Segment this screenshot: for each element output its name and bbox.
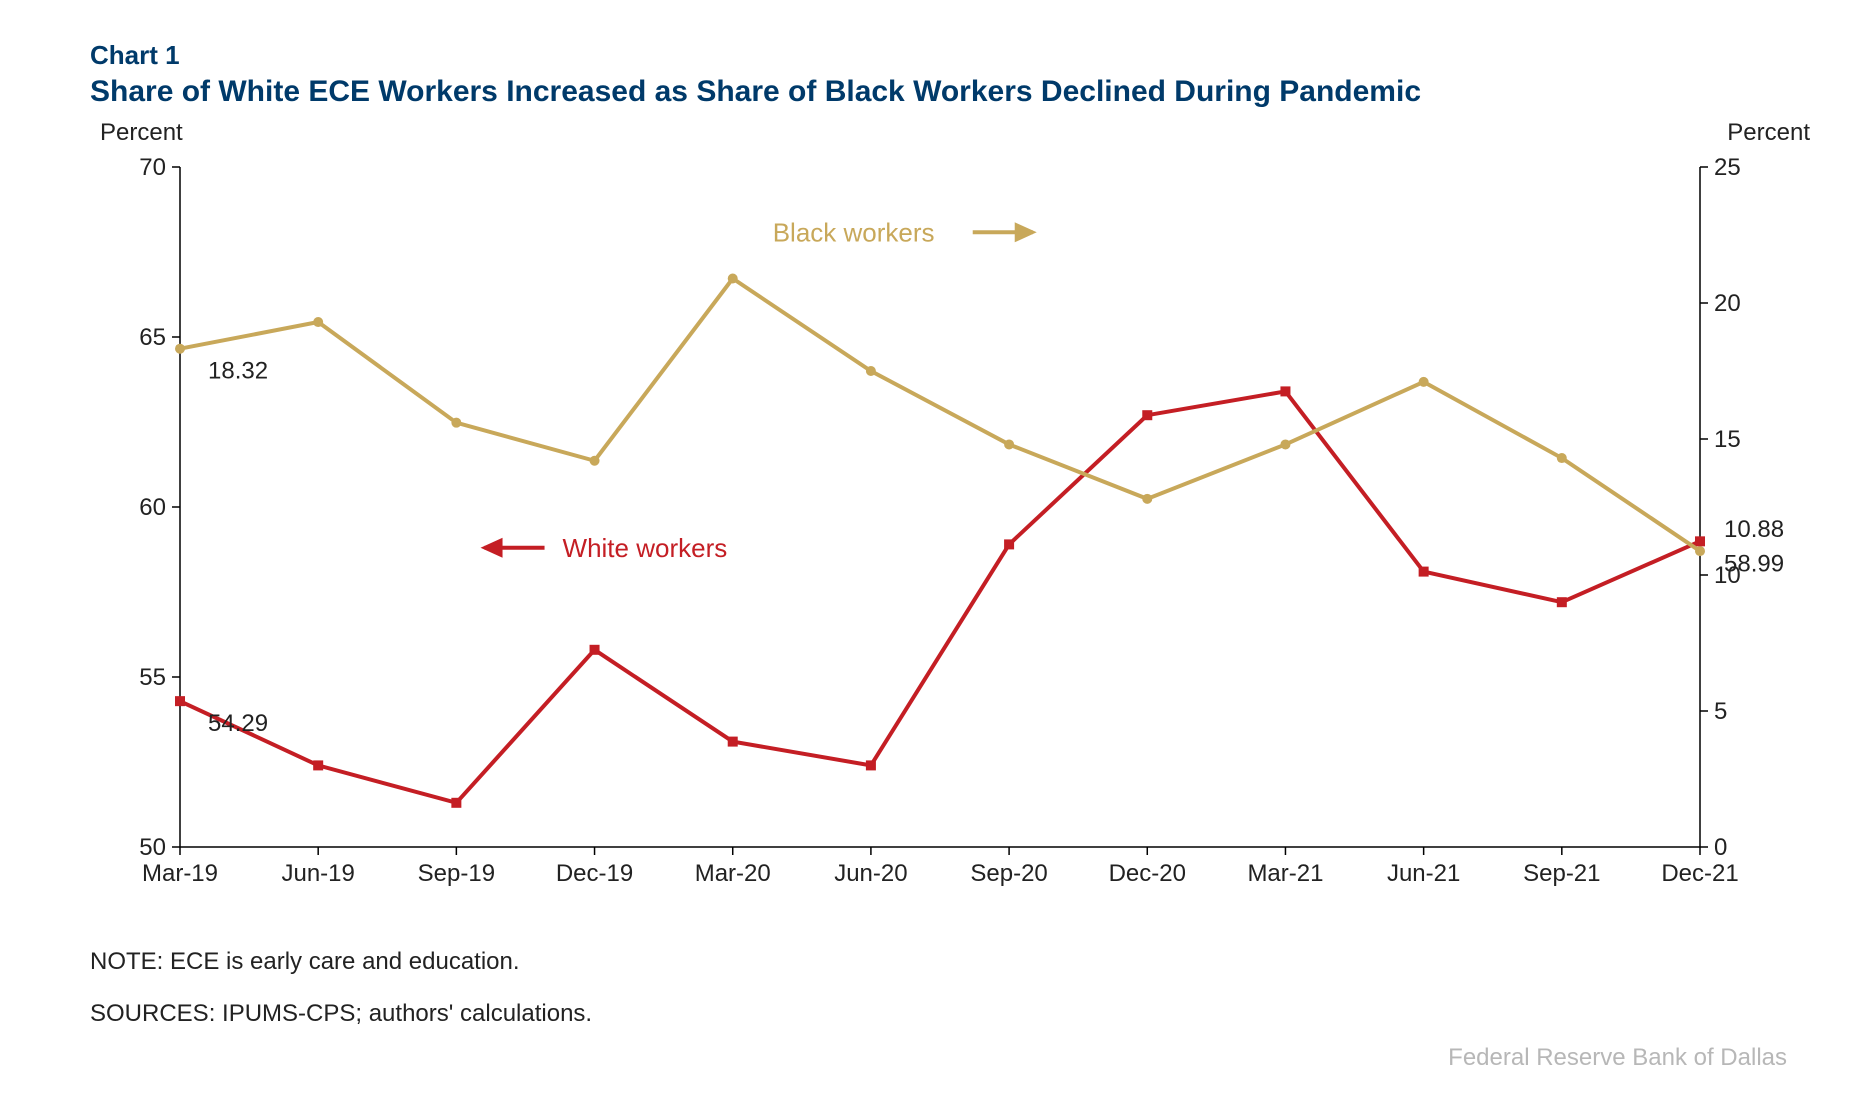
- svg-text:0: 0: [1714, 834, 1727, 861]
- svg-text:54.29: 54.29: [208, 710, 268, 737]
- svg-text:Sep-20: Sep-20: [970, 860, 1047, 887]
- svg-text:25: 25: [1714, 154, 1741, 181]
- svg-text:55: 55: [139, 664, 166, 691]
- svg-text:70: 70: [139, 154, 166, 181]
- svg-text:10.88: 10.88: [1724, 516, 1784, 543]
- svg-text:65: 65: [139, 324, 166, 351]
- chart-id: Chart 1: [90, 40, 1797, 71]
- svg-text:18.32: 18.32: [208, 358, 268, 385]
- svg-text:Mar-20: Mar-20: [695, 860, 771, 887]
- chart-title: Share of White ECE Workers Increased as …: [90, 75, 1797, 109]
- svg-text:Mar-21: Mar-21: [1247, 860, 1323, 887]
- svg-text:60: 60: [139, 494, 166, 521]
- svg-text:Dec-19: Dec-19: [556, 860, 633, 887]
- svg-text:5: 5: [1714, 698, 1727, 725]
- chart-sources: SOURCES: IPUMS-CPS; authors' calculation…: [90, 997, 1797, 1031]
- chart-note: NOTE: ECE is early care and education.: [90, 945, 1797, 979]
- svg-text:Mar-19: Mar-19: [142, 860, 218, 887]
- svg-text:Dec-20: Dec-20: [1109, 860, 1186, 887]
- plot-area: Percent Percent 50556065700510152025Mar-…: [90, 127, 1790, 927]
- chart-attribution: Federal Reserve Bank of Dallas: [1448, 1044, 1787, 1072]
- svg-text:White workers: White workers: [563, 533, 728, 563]
- left-axis-title: Percent: [100, 119, 183, 147]
- svg-text:Jun-20: Jun-20: [834, 860, 907, 887]
- svg-text:15: 15: [1714, 426, 1741, 453]
- svg-text:58.99: 58.99: [1724, 550, 1784, 577]
- svg-text:Jun-21: Jun-21: [1387, 860, 1460, 887]
- svg-text:50: 50: [139, 834, 166, 861]
- chart-svg: 50556065700510152025Mar-19Jun-19Sep-19De…: [90, 127, 1790, 927]
- svg-text:Sep-21: Sep-21: [1523, 860, 1600, 887]
- svg-text:Sep-19: Sep-19: [418, 860, 495, 887]
- svg-text:Black workers: Black workers: [773, 217, 935, 247]
- svg-text:Dec-21: Dec-21: [1661, 860, 1738, 887]
- svg-text:20: 20: [1714, 290, 1741, 317]
- right-axis-title: Percent: [1727, 119, 1810, 147]
- svg-text:Jun-19: Jun-19: [281, 860, 354, 887]
- chart-container: Chart 1 Share of White ECE Workers Incre…: [0, 0, 1867, 1102]
